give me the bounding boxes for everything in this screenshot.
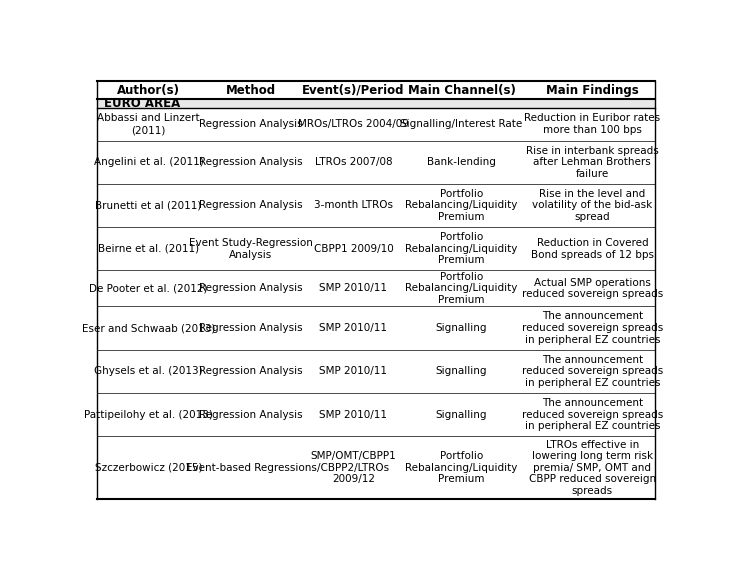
Text: Rise in interbank spreads
after Lehman Brothers
failure: Rise in interbank spreads after Lehman B… — [526, 145, 658, 179]
Text: Portfolio
Rebalancing/Liquidity
Premium: Portfolio Rebalancing/Liquidity Premium — [405, 451, 517, 484]
Text: Regression Analysis: Regression Analysis — [199, 410, 303, 419]
Text: Signalling: Signalling — [436, 366, 487, 376]
Text: SMP 2010/11: SMP 2010/11 — [319, 284, 388, 293]
Text: Eser and Schwaab (2013): Eser and Schwaab (2013) — [82, 323, 215, 333]
Text: Event(s)/Period: Event(s)/Period — [302, 84, 404, 97]
Text: Regression Analysis: Regression Analysis — [199, 200, 303, 211]
Text: Portfolio
Rebalancing/Liquidity
Premium: Portfolio Rebalancing/Liquidity Premium — [405, 232, 517, 265]
Text: Portfolio
Rebalancing/Liquidity
Premium: Portfolio Rebalancing/Liquidity Premium — [405, 272, 517, 305]
Text: Pattipeilohy et al. (2013): Pattipeilohy et al. (2013) — [84, 410, 213, 419]
Text: SMP/OMT/CBPP1
/CBPP2/LTROs
2009/12: SMP/OMT/CBPP1 /CBPP2/LTROs 2009/12 — [310, 451, 396, 484]
Text: Event Study-Regression
Analysis: Event Study-Regression Analysis — [189, 238, 313, 259]
Text: EURO AREA: EURO AREA — [104, 97, 181, 110]
Text: SMP 2010/11: SMP 2010/11 — [319, 366, 388, 376]
Text: De Pooter et al. (2012): De Pooter et al. (2012) — [90, 284, 208, 293]
Text: Abbassi and Linzert
(2011): Abbassi and Linzert (2011) — [98, 113, 200, 135]
Text: SMP 2010/11: SMP 2010/11 — [319, 323, 388, 333]
Text: Method: Method — [226, 84, 276, 97]
Text: The announcement
reduced sovereign spreads
in peripheral EZ countries: The announcement reduced sovereign sprea… — [522, 398, 663, 431]
Text: LTROs 2007/08: LTROs 2007/08 — [315, 157, 392, 167]
Text: Ghysels et al. (2013): Ghysels et al. (2013) — [95, 366, 203, 376]
Text: Rise in the level and
volatility of the bid-ask
spread: Rise in the level and volatility of the … — [532, 189, 653, 222]
Text: LTROs effective in
lowering long term risk
premia/ SMP, OMT and
CBPP reduced sov: LTROs effective in lowering long term ri… — [528, 440, 656, 496]
Text: Portfolio
Rebalancing/Liquidity
Premium: Portfolio Rebalancing/Liquidity Premium — [405, 189, 517, 222]
Text: MROs/LTROs 2004/09: MROs/LTROs 2004/09 — [298, 119, 409, 129]
Text: Reduction in Euribor rates
more than 100 bps: Reduction in Euribor rates more than 100… — [524, 113, 661, 135]
Text: Regression Analysis: Regression Analysis — [199, 157, 303, 167]
Text: 3-month LTROs: 3-month LTROs — [314, 200, 393, 211]
Text: CBPP1 2009/10: CBPP1 2009/10 — [313, 244, 393, 254]
Text: The announcement
reduced sovereign spreads
in peripheral EZ countries: The announcement reduced sovereign sprea… — [522, 355, 663, 388]
Text: SMP 2010/11: SMP 2010/11 — [319, 410, 388, 419]
Text: Regression Analysis: Regression Analysis — [199, 323, 303, 333]
Text: Signalling/Interest Rate: Signalling/Interest Rate — [400, 119, 523, 129]
Text: Signalling: Signalling — [436, 323, 487, 333]
Text: Main Channel(s): Main Channel(s) — [407, 84, 515, 97]
Text: Event-based Regressions: Event-based Regressions — [186, 463, 316, 473]
Text: Regression Analysis: Regression Analysis — [199, 119, 303, 129]
Text: Actual SMP operations
reduced sovereign spreads: Actual SMP operations reduced sovereign … — [522, 277, 663, 299]
Text: Signalling: Signalling — [436, 410, 487, 419]
Bar — [98, 99, 655, 108]
Text: Author(s): Author(s) — [117, 84, 180, 97]
Text: Bank-lending: Bank-lending — [427, 157, 496, 167]
Bar — [98, 81, 655, 99]
Text: Regression Analysis: Regression Analysis — [199, 366, 303, 376]
Text: Szczerbowicz (2015): Szczerbowicz (2015) — [95, 463, 203, 473]
Text: Brunetti et al (2011): Brunetti et al (2011) — [95, 200, 202, 211]
Text: Angelini et al. (2011): Angelini et al. (2011) — [94, 157, 203, 167]
Text: Reduction in Covered
Bond spreads of 12 bps: Reduction in Covered Bond spreads of 12 … — [531, 238, 654, 259]
Text: Main Findings: Main Findings — [546, 84, 639, 97]
Text: Regression Analysis: Regression Analysis — [199, 284, 303, 293]
Text: Beirne et al. (2011): Beirne et al. (2011) — [98, 244, 199, 254]
Text: The announcement
reduced sovereign spreads
in peripheral EZ countries: The announcement reduced sovereign sprea… — [522, 311, 663, 345]
